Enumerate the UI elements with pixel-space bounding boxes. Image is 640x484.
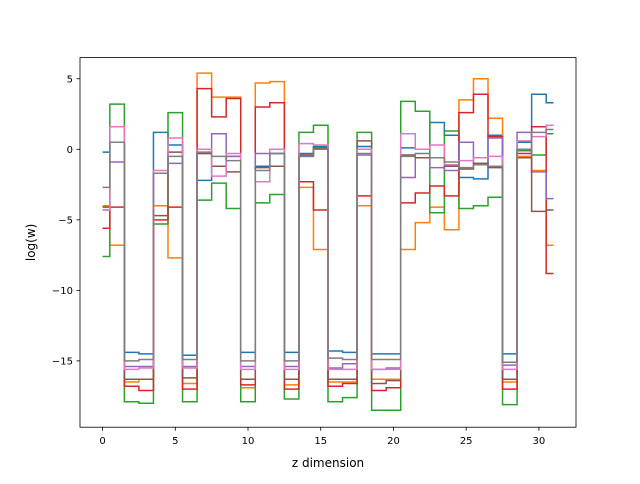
x-tick-label: 5 (172, 436, 178, 447)
y-tick-label: −10 (52, 286, 73, 297)
series-line-7 (102, 124, 554, 371)
y-ticks: 5 0 −5 −10 −15 (52, 74, 80, 367)
x-axis-label: z dimension (292, 456, 364, 470)
y-tick-label: 0 (67, 145, 73, 156)
y-tick-label: −5 (58, 215, 73, 226)
x-tick-label: 20 (387, 436, 400, 447)
series-line-8 (102, 128, 554, 364)
axes-frame (79, 57, 577, 428)
y-axis-label: log(w) (24, 224, 38, 261)
x-tick-label: 0 (99, 436, 105, 447)
x-ticks: 0 5 10 15 20 25 30 (99, 427, 545, 447)
x-tick-label: 15 (314, 436, 327, 447)
series-layer (102, 72, 554, 412)
y-tick-label: 5 (67, 74, 73, 85)
series-line-3 (102, 100, 554, 412)
x-tick-label: 10 (242, 436, 255, 447)
x-tick-label: 30 (533, 436, 546, 447)
y-tick-label: −15 (52, 356, 73, 367)
x-tick-label: 25 (460, 436, 473, 447)
